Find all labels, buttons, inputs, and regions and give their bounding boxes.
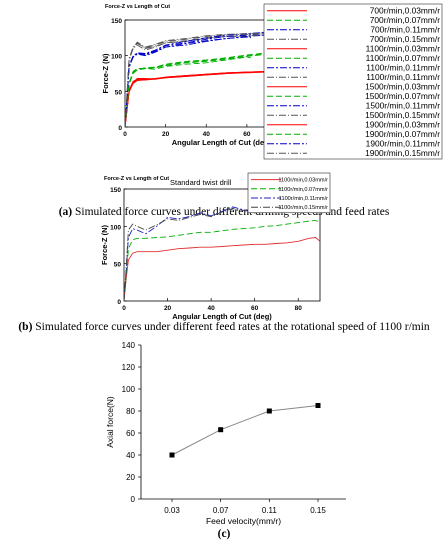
series-line	[124, 56, 252, 128]
y-tick-label: 100	[111, 54, 122, 61]
x-tick-label: 0.11	[262, 506, 278, 515]
caption-b-text: Simulated force curves under different f…	[35, 321, 430, 333]
data-point	[218, 427, 224, 433]
chart-b: Force-Z vs Length of Cut Standard twist d…	[100, 172, 331, 321]
series-line	[124, 70, 308, 128]
legend-label: 1500r/min,0.15mm/r	[365, 110, 440, 120]
x-tick-label: 60	[251, 305, 259, 312]
legend-label: 1900r/min,0.03mm/r	[365, 120, 440, 130]
x-tick-label: 40	[207, 305, 215, 312]
x-axis-label: Angular Length of Cut (deg)	[172, 312, 272, 321]
legend-label: 700r/min,0.15mm/r	[370, 34, 440, 44]
y-tick-label: 120	[122, 363, 136, 372]
plot-frame	[123, 188, 321, 302]
legend-label: 700r/min,0.03mm/r	[370, 6, 440, 16]
series-line	[124, 50, 308, 128]
y-tick-label: 100	[110, 224, 121, 231]
series-line	[123, 219, 321, 302]
legend-label: 1900r/min,0.11mm/r	[366, 139, 441, 149]
y-tick-label: 100	[122, 385, 136, 394]
data-point	[169, 452, 175, 458]
y-tick-label: 0	[131, 495, 136, 504]
legend-label: 1100r/min,0.15mm/r	[278, 205, 328, 211]
x-tick-label: 0.07	[213, 506, 229, 515]
series-line	[124, 36, 252, 128]
caption-c-tag: (c)	[217, 528, 231, 540]
y-tick-label: 60	[126, 429, 135, 438]
series-line	[124, 31, 308, 128]
series-line	[124, 32, 308, 128]
x-tick-label: 20	[164, 305, 172, 312]
legend-label: 1900r/min,0.07mm/r	[365, 129, 440, 139]
y-tick-label: 40	[126, 451, 135, 460]
legend-label: 1900r/min,0.15mm/r	[365, 148, 440, 158]
chart-annotation: Standard twist drill	[170, 178, 232, 187]
y-tick-label: 0	[118, 125, 122, 132]
y-tick-label: 140	[122, 341, 136, 350]
caption-c: (c)	[0, 528, 448, 540]
x-tick-label: 40	[203, 131, 211, 138]
chart-title: Force-Z vs Length of Cut	[105, 4, 170, 10]
y-axis-label: Axial force(N)	[105, 396, 115, 448]
series-line	[124, 33, 308, 128]
caption-b-tag: (b)	[18, 321, 33, 333]
chart-a: Force-Z vs Length of Cut0204060800501001…	[101, 3, 443, 160]
chart-title: Force-Z vs Length of Cut	[104, 176, 169, 182]
y-tick-label: 150	[110, 187, 121, 194]
y-axis-label: Force-Z (N)	[100, 225, 109, 266]
legend-label: 1100r/min,0.11mm/r	[279, 196, 328, 202]
series-line	[124, 35, 252, 128]
x-tick-label: 0	[123, 131, 127, 138]
y-tick-label: 50	[115, 89, 123, 96]
series-line	[124, 30, 308, 128]
legend-label: 700r/min,0.07mm/r	[370, 15, 440, 25]
legend-label: 1500r/min,0.03mm/r	[365, 82, 440, 92]
y-tick-label: 20	[126, 473, 135, 482]
legend-label: 700r/min,0.11mm/r	[370, 25, 440, 35]
x-tick-label: 0.03	[164, 506, 180, 515]
y-tick-label: 80	[126, 407, 135, 416]
x-axis-label: Angular Length of Cut (deg)	[172, 138, 272, 147]
y-tick-label: 50	[114, 262, 122, 269]
x-tick-label: 0.15	[310, 506, 326, 515]
y-axis-label: Force-Z (N)	[101, 53, 110, 94]
x-tick-label: 20	[162, 131, 170, 138]
series-line	[123, 205, 321, 302]
x-axis-label: Feed velocity(mm/r)	[206, 516, 281, 526]
chart-c: 0 20 40 60 80 100 120 140 0.03 0.07 0.11 0.15 Feed v…	[105, 341, 346, 526]
legend-label: 1100r/min,0.03mm/r	[278, 178, 328, 184]
legend-label: 1100r/min,0.07mm/r	[366, 53, 441, 63]
legend-label: 1100r/min,0.11mm/r	[366, 63, 440, 73]
series-line	[171, 405, 319, 456]
caption-b: (b) Simulated force curves under differe…	[0, 321, 448, 333]
legend-label: 1100r/min,0.03mm/r	[366, 44, 441, 54]
legend-label: 1500r/min,0.07mm/r	[365, 91, 440, 101]
x-tick-label: 80	[295, 305, 303, 312]
data-point	[266, 408, 272, 414]
caption-a-tag: (a)	[58, 206, 73, 218]
legend-label: 1100r/min,0.07mm/r	[278, 187, 328, 193]
series-line	[124, 33, 308, 128]
legend-label: 1500r/min,0.11mm/r	[366, 101, 441, 111]
y-tick-label: 150	[111, 18, 122, 25]
x-tick-label: 0	[122, 305, 126, 312]
series-line	[123, 207, 321, 302]
x-tick-label: 60	[243, 131, 251, 138]
y-tick-label: 0	[117, 299, 121, 306]
legend-label: 1100r/min,0.11mm/r	[366, 72, 440, 82]
series-line	[123, 237, 321, 302]
data-point	[315, 403, 321, 408]
